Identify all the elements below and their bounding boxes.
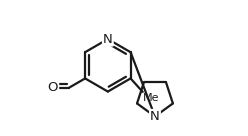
Text: O: O (48, 81, 58, 94)
Text: N: N (150, 110, 160, 123)
Text: N: N (103, 33, 113, 46)
Text: Me: Me (143, 93, 160, 103)
